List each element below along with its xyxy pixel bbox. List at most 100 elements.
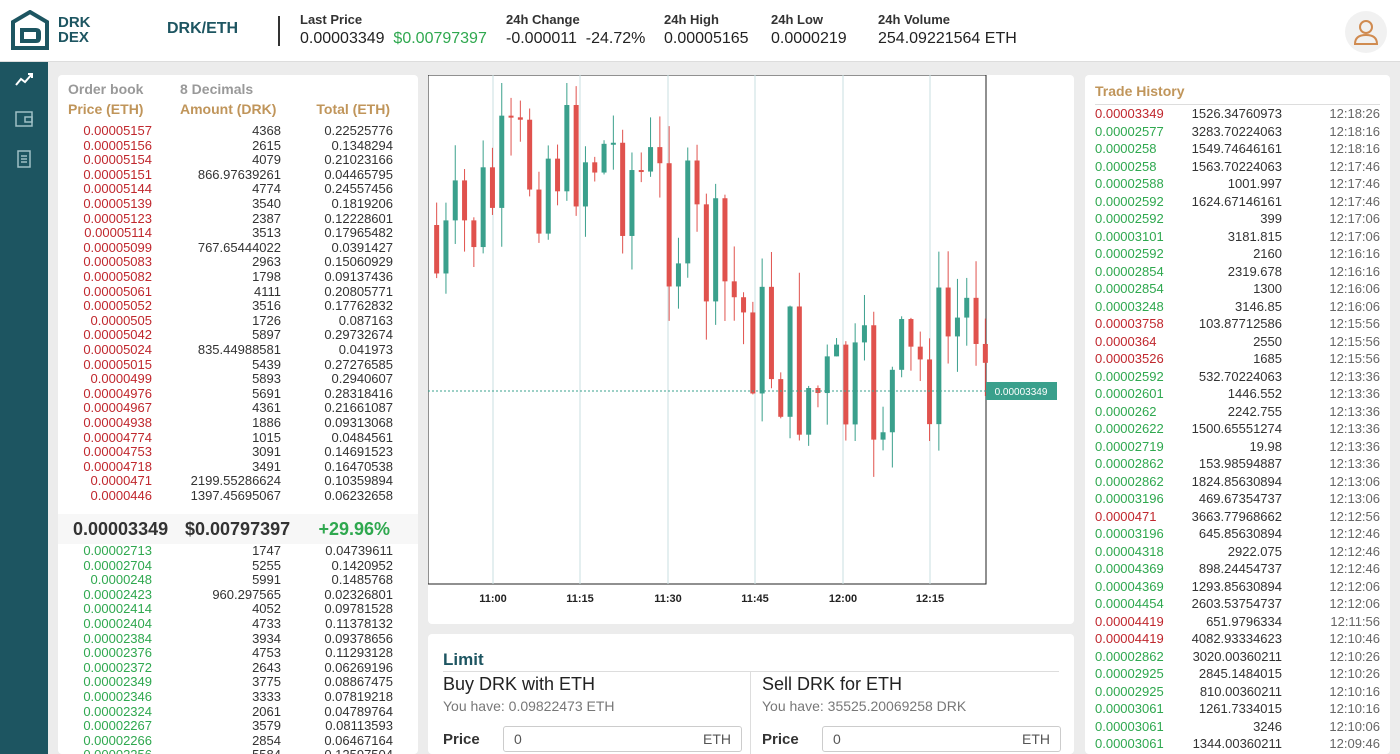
trade-row[interactable]: 0.00002925 2845.1484015 12:10:26 (1085, 665, 1390, 683)
trade-row[interactable]: 0.00004318 2922.075 12:12:46 (1085, 543, 1390, 561)
order-book-row[interactable]: 0.00002256 5584 0.12597504 (58, 748, 418, 754)
order-book-row[interactable]: 0.00002713 1747 0.04739611 (58, 543, 418, 559)
order-book-row[interactable]: 0.00005061 4111 0.20805771 (58, 283, 418, 300)
low-stat: 24h Low 0.0000219 (771, 12, 847, 48)
order-book-row[interactable]: 0.00005114 3513 0.17965482 (58, 226, 418, 241)
order-book-row[interactable]: 0.00004938 1886 0.09313068 (58, 415, 418, 431)
order-book-row[interactable]: 0.00002372 2643 0.06269196 (58, 660, 418, 676)
trade-row[interactable]: 0.00002601 1446.552 12:13:36 (1085, 385, 1390, 403)
trade-row[interactable]: 0.0000262 2242.755 12:13:36 (1085, 403, 1390, 421)
order-book-row[interactable]: 0.0000505 1726 0.087163 (58, 312, 418, 329)
trade-row[interactable]: 0.00003061 1261.7334015 12:10:16 (1085, 700, 1390, 718)
ask-total: 0.20805771 (324, 283, 393, 299)
order-book-row[interactable]: 0.00004753 3091 0.14691523 (58, 445, 418, 460)
drk-dex-logo-icon[interactable] (10, 10, 50, 50)
trade-row[interactable]: 0.0000258 1549.74646161 12:18:16 (1085, 140, 1390, 158)
wallet-icon[interactable] (14, 109, 34, 129)
trade-row[interactable]: 0.00002862 3020.00360211 12:10:26 (1085, 648, 1390, 666)
trade-row[interactable]: 0.0000258 1563.70224063 12:17:46 (1085, 158, 1390, 176)
order-book-row[interactable]: 0.0000471 2199.55286624 0.10359894 (58, 474, 418, 489)
trade-row[interactable]: 0.00004369 1293.85630894 12:12:06 (1085, 578, 1390, 596)
order-book-row[interactable]: 0.00004967 4361 0.21661087 (58, 401, 418, 416)
order-book-row[interactable]: 0.00002423 960.297565 0.02326801 (58, 587, 418, 603)
order-book-row[interactable]: 0.00002267 3579 0.08113593 (58, 719, 418, 734)
ask-amount: 2199.55286624 (190, 473, 281, 489)
trade-row[interactable]: 0.00002854 2319.678 12:16:16 (1085, 263, 1390, 281)
ask-amount: 835.44988581 (197, 342, 281, 357)
trade-row[interactable]: 0.00002862 153.98594887 12:13:36 (1085, 455, 1390, 473)
trade-row[interactable]: 0.00004419 651.9796334 12:11:56 (1085, 613, 1390, 631)
trade-row[interactable]: 0.0000364 2550 12:15:56 (1085, 333, 1390, 351)
trade-row[interactable]: 0.00003196 469.67354737 12:13:06 (1085, 490, 1390, 508)
order-book-row[interactable]: 0.0000446 1397.45695067 0.06232658 (58, 488, 418, 504)
trade-row[interactable]: 0.00003349 1526.34760973 12:18:26 (1085, 105, 1390, 123)
order-book-row[interactable]: 0.00005082 1798 0.09137436 (58, 269, 418, 285)
trade-row[interactable]: 0.00004454 2603.53754737 12:12:06 (1085, 595, 1390, 613)
trade-row[interactable]: 0.00003758 103.87712586 12:15:56 (1085, 315, 1390, 333)
trade-row[interactable]: 0.00003061 1344.00360211 12:09:46 (1085, 735, 1390, 753)
change-abs: -0.000011 (506, 30, 577, 47)
order-book-row[interactable]: 0.00005083 2963 0.15060929 (58, 255, 418, 270)
trade-row[interactable]: 0.00002925 810.00360211 12:10:16 (1085, 683, 1390, 701)
buy-price-input[interactable]: 0 ETH (503, 726, 742, 752)
order-book-row[interactable]: 0.00005144 4774 0.24557456 (58, 182, 418, 197)
order-book-row[interactable]: 0.00002384 3934 0.09378656 (58, 631, 418, 647)
order-book-row[interactable]: 0.00002376 4753 0.11293128 (58, 646, 418, 661)
ask-price: 0.0000505 (90, 312, 152, 328)
order-book-row[interactable]: 0.0000248 5991 0.1485768 (58, 573, 418, 588)
trade-row[interactable]: 0.00003526 1685 12:15:56 (1085, 350, 1390, 368)
order-book-row[interactable]: 0.00005151 866.97639261 0.04465795 (58, 167, 418, 183)
order-book-row[interactable]: 0.00005154 4079 0.21023166 (58, 153, 418, 168)
limit-title[interactable]: Limit (443, 650, 484, 669)
trade-row[interactable]: 0.00002719 19.98 12:13:36 (1085, 438, 1390, 456)
order-book-row[interactable]: 0.00002324 2061 0.04789764 (58, 704, 418, 720)
order-book-row[interactable]: 0.00002404 4733 0.11378132 (58, 616, 418, 632)
order-book-row[interactable]: 0.00004774 1015 0.0484561 (58, 430, 418, 446)
trade-amount: 2319.678 (1227, 263, 1282, 279)
trade-row[interactable]: 0.00003061 3246 12:10:06 (1085, 718, 1390, 736)
trade-row[interactable]: 0.00002592 2160 12:16:16 (1085, 245, 1390, 263)
order-book-row[interactable]: 0.00005156 2615 0.1348294 (58, 138, 418, 154)
trade-amount: 2550 (1253, 333, 1282, 349)
trade-row[interactable]: 0.00002862 1824.85630894 12:13:06 (1085, 473, 1390, 491)
order-book-row[interactable]: 0.00005024 835.44988581 0.041973 (58, 342, 418, 358)
order-book-row[interactable]: 0.00005099 767.65444022 0.0391427 (58, 240, 418, 256)
candle-body (536, 189, 542, 234)
order-book-row[interactable]: 0.00002349 3775 0.08867475 (58, 675, 418, 690)
document-icon[interactable] (14, 149, 34, 169)
order-book-row[interactable]: 0.00005042 5897 0.29732674 (58, 328, 418, 343)
trade-row[interactable]: 0.00002592 1624.67146161 12:17:46 (1085, 193, 1390, 211)
trade-row[interactable]: 0.00002577 3283.70224063 12:18:16 (1085, 123, 1390, 141)
pair-selector[interactable]: DRK/ETH (167, 20, 239, 37)
decimals-selector[interactable]: 8 Decimals (180, 81, 254, 97)
order-book-row[interactable]: 0.00002346 3333 0.07819218 (58, 689, 418, 705)
order-book-row[interactable]: 0.00005139 3540 0.1819206 (58, 196, 418, 212)
trade-row[interactable]: 0.00002592 399 12:17:06 (1085, 210, 1390, 228)
trade-row[interactable]: 0.00002592 532.70224063 12:13:36 (1085, 368, 1390, 386)
order-book-row[interactable]: 0.00005052 3516 0.17762832 (58, 299, 418, 314)
order-book-row[interactable]: 0.00004976 5691 0.28318416 (58, 386, 418, 402)
order-book-row[interactable]: 0.0000499 5893 0.2940607 (58, 372, 418, 387)
candle-body (508, 115, 514, 118)
trade-row[interactable]: 0.00002622 1500.65551274 12:13:36 (1085, 420, 1390, 438)
chart-line-icon[interactable] (14, 70, 34, 90)
order-book-row[interactable]: 0.00002266 2854 0.06467164 (58, 733, 418, 749)
trade-row[interactable]: 0.00004369 898.24454737 12:12:46 (1085, 560, 1390, 578)
order-book-row[interactable]: 0.00005123 2387 0.12228601 (58, 211, 418, 227)
trade-row[interactable]: 0.00003248 3146.85 12:16:06 (1085, 298, 1390, 316)
sell-price-input[interactable]: 0 ETH (822, 726, 1061, 752)
trade-row[interactable]: 0.00003101 3181.815 12:17:06 (1085, 228, 1390, 246)
candle-body (880, 432, 886, 440)
user-avatar[interactable] (1345, 11, 1387, 53)
order-book-row[interactable]: 0.00005015 5439 0.27276585 (58, 357, 418, 373)
trade-row[interactable]: 0.0000471 3663.77968662 12:12:56 (1085, 508, 1390, 526)
candlestick-chart[interactable]: 0.00003349 11:00 11:15 11:30 11:45 12:00 12:1… (427, 74, 1074, 624)
order-book-row[interactable]: 0.00004718 3491 0.16470538 (58, 459, 418, 475)
trade-row[interactable]: 0.00004419 4082.93334623 12:10:46 (1085, 630, 1390, 648)
order-book-row[interactable]: 0.00002414 4052 0.09781528 (58, 602, 418, 617)
order-book-row[interactable]: 0.00005157 4368 0.22525776 (58, 123, 418, 139)
trade-row[interactable]: 0.00003196 645.85630894 12:12:46 (1085, 525, 1390, 543)
order-book-row[interactable]: 0.00002704 5255 0.1420952 (58, 558, 418, 574)
trade-row[interactable]: 0.00002588 1001.997 12:17:46 (1085, 175, 1390, 193)
trade-row[interactable]: 0.00002854 1300 12:16:06 (1085, 280, 1390, 298)
